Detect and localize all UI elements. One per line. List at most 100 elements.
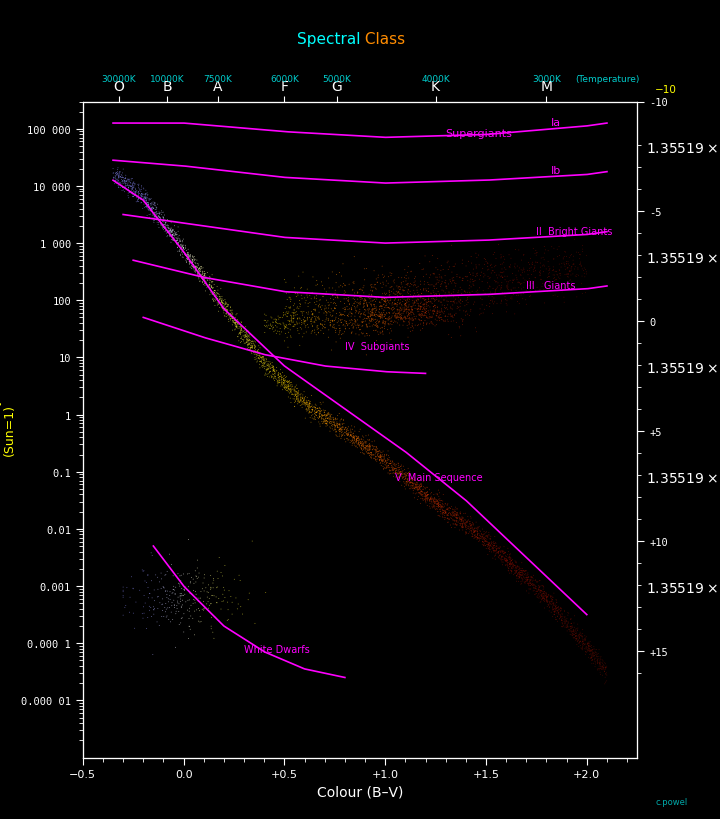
Point xyxy=(376,306,387,319)
Point xyxy=(526,573,537,586)
Point xyxy=(436,500,447,514)
Point xyxy=(131,184,143,197)
Point xyxy=(305,318,317,331)
Point xyxy=(243,333,255,346)
Point xyxy=(306,410,318,423)
Point xyxy=(379,296,391,309)
Point xyxy=(306,405,318,419)
Point xyxy=(582,638,593,651)
Point xyxy=(158,224,169,237)
Point xyxy=(459,518,470,532)
Point xyxy=(203,578,215,591)
Point xyxy=(225,301,236,314)
Point xyxy=(377,260,388,274)
Point xyxy=(472,532,483,545)
Point xyxy=(361,313,372,326)
Point xyxy=(267,365,279,378)
Point xyxy=(145,205,156,218)
Point xyxy=(176,235,188,248)
Point xyxy=(572,633,584,646)
Point xyxy=(511,274,523,287)
Point xyxy=(278,370,289,383)
Text: 30000K: 30000K xyxy=(102,75,136,84)
Point xyxy=(379,287,390,301)
Point xyxy=(109,170,121,183)
Point xyxy=(552,602,564,615)
Point xyxy=(418,294,430,307)
Point xyxy=(184,568,195,581)
Point xyxy=(464,276,476,289)
Point xyxy=(222,299,234,312)
Point xyxy=(127,183,138,197)
Point xyxy=(141,201,153,215)
Point xyxy=(311,406,323,419)
Point xyxy=(498,554,510,567)
Point xyxy=(420,481,432,494)
Point xyxy=(525,275,536,288)
Point xyxy=(600,658,611,671)
Point xyxy=(120,173,131,186)
Point xyxy=(122,180,134,193)
Point xyxy=(532,575,544,588)
Point xyxy=(286,376,297,389)
Point xyxy=(408,471,420,484)
Point xyxy=(513,277,525,290)
Point xyxy=(306,309,318,322)
Point xyxy=(158,219,170,232)
Point xyxy=(197,277,209,290)
Point xyxy=(300,391,311,404)
Point xyxy=(377,327,388,340)
Point xyxy=(311,321,323,334)
Point xyxy=(490,536,501,550)
Point xyxy=(502,278,513,292)
Point xyxy=(382,459,394,473)
Point xyxy=(198,603,210,616)
Point xyxy=(585,645,596,658)
Point xyxy=(535,269,546,283)
Point xyxy=(482,529,493,542)
Point xyxy=(295,391,307,404)
Point xyxy=(228,311,239,324)
Point xyxy=(456,521,468,534)
Point xyxy=(467,518,479,531)
Point xyxy=(315,319,326,332)
Point xyxy=(233,319,245,332)
Point xyxy=(253,343,264,356)
Point xyxy=(395,301,406,314)
Point xyxy=(566,628,577,641)
Point xyxy=(404,482,415,495)
Point xyxy=(456,520,467,533)
Point xyxy=(377,276,389,289)
Point xyxy=(454,320,465,333)
Point xyxy=(586,649,598,662)
Point xyxy=(562,618,573,631)
Point xyxy=(345,316,356,329)
Point xyxy=(455,295,467,308)
Point xyxy=(570,260,581,274)
Point xyxy=(335,423,346,437)
Point xyxy=(433,277,444,290)
Point xyxy=(595,653,607,666)
Point xyxy=(524,291,536,304)
Point xyxy=(350,441,361,454)
Point xyxy=(521,298,532,311)
Point xyxy=(316,415,328,428)
Point xyxy=(266,356,278,369)
Point xyxy=(439,509,451,523)
Point xyxy=(433,509,445,523)
Point xyxy=(387,460,398,473)
Point xyxy=(363,441,374,454)
Point xyxy=(451,302,463,315)
Point xyxy=(497,258,508,271)
Point xyxy=(480,542,492,555)
Point xyxy=(396,468,408,481)
Point xyxy=(436,497,448,510)
Point xyxy=(336,429,348,442)
Point xyxy=(364,446,376,459)
Point xyxy=(450,509,462,523)
Point xyxy=(366,313,377,326)
Point xyxy=(440,302,451,315)
Point xyxy=(583,640,595,654)
Point xyxy=(178,243,189,256)
Point xyxy=(560,613,572,626)
